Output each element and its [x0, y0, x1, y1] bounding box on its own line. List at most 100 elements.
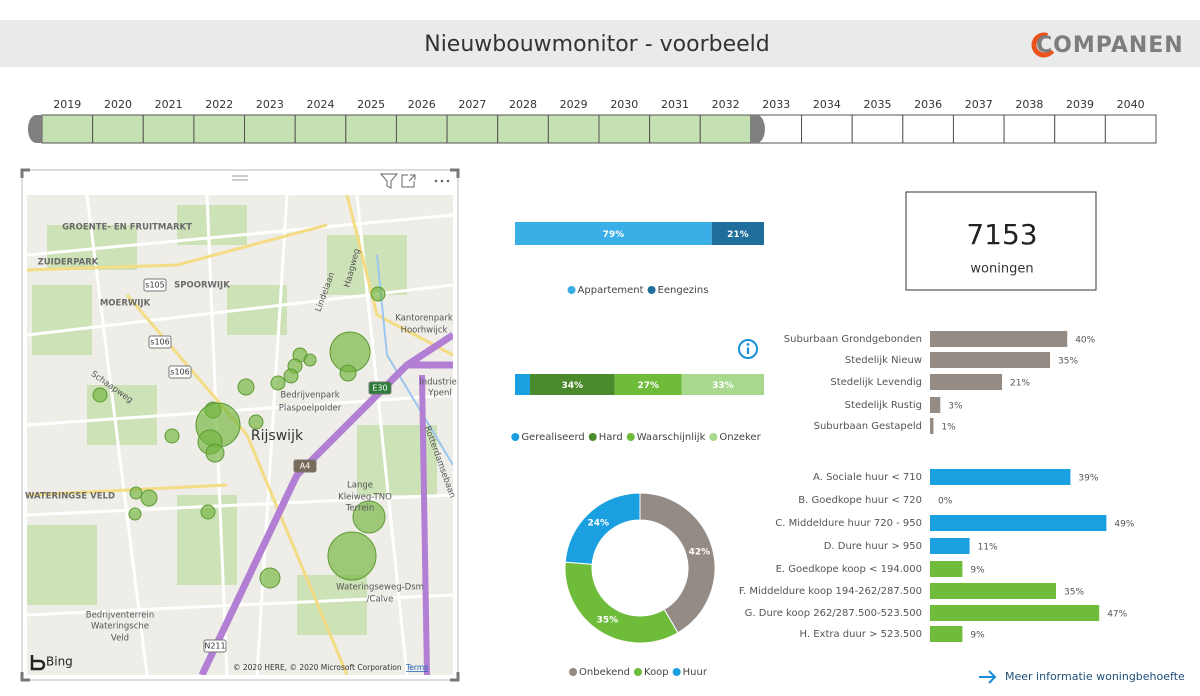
- data-label: 40%: [1075, 336, 1095, 346]
- timeline-year: 2024: [307, 98, 335, 111]
- map-label: MOERWIJK: [100, 299, 151, 309]
- data-label: 33%: [712, 381, 734, 391]
- map-bubble: [327, 531, 377, 581]
- bar-segment: [681, 374, 764, 395]
- info-link[interactable]: Meer informatie woningbehoefte: [1005, 670, 1185, 683]
- logo: COMPANEN: [1031, 32, 1183, 58]
- donut-slice: [639, 492, 716, 634]
- data-label: 9%: [970, 566, 985, 576]
- legend-marker: [709, 433, 718, 441]
- timeline-cell[interactable]: [497, 114, 549, 144]
- bar-segment: [515, 374, 530, 395]
- map-label: Terrein: [345, 504, 375, 514]
- timeline-cell[interactable]: [1104, 114, 1157, 144]
- map-terms[interactable]: Terms: [405, 663, 428, 672]
- timeline-handle[interactable]: [28, 115, 42, 143]
- category-label: D. Dure huur > 950: [824, 541, 922, 552]
- timeline-cell[interactable]: [902, 114, 954, 144]
- timeline-cell[interactable]: [801, 114, 853, 144]
- road-shield: [293, 459, 317, 473]
- bar: [930, 397, 941, 413]
- map-bubble: [303, 353, 317, 367]
- timeline-year: 2026: [408, 98, 436, 111]
- legend-marker: [567, 286, 576, 294]
- bar-segment: [529, 374, 615, 395]
- category-label: H. Extra duur > 523.500: [800, 629, 923, 640]
- data-label: 21%: [1010, 379, 1030, 389]
- kpi-label: woningen: [970, 262, 1033, 277]
- timeline-year: 2023: [256, 98, 284, 111]
- timeline-cell[interactable]: [952, 114, 1005, 144]
- map-label: /Calve: [367, 595, 394, 605]
- page-title: Nieuwbouwmonitor - voorbeeld: [424, 32, 770, 57]
- map-bubble: [205, 443, 225, 463]
- data-label: 9%: [970, 631, 985, 641]
- timeline-cell[interactable]: [1003, 114, 1056, 144]
- bar-segment: [711, 222, 764, 245]
- filter-icon[interactable]: [379, 173, 399, 189]
- category-label: Stedelijk Levendig: [830, 377, 922, 388]
- focus-icon[interactable]: [401, 174, 416, 188]
- map-label: Hoorhwijck: [401, 326, 448, 336]
- timeline-cell[interactable]: [395, 114, 448, 144]
- legend-label: Onzeker: [719, 432, 761, 443]
- timeline-cell[interactable]: [649, 114, 701, 144]
- map-bubble: [270, 375, 286, 391]
- road-shield: [368, 381, 392, 395]
- timeline-cell[interactable]: [92, 114, 144, 144]
- bar: [930, 626, 963, 642]
- map-attribution: © 2020 HERE, © 2020 Microsoft Corporatio…: [233, 663, 402, 672]
- timeline-handle[interactable]: [750, 115, 765, 143]
- data-label: 49%: [1114, 520, 1134, 530]
- timeline-year: 2036: [914, 98, 942, 111]
- timeline-cell[interactable]: [446, 114, 499, 144]
- timeline-year: 2037: [965, 98, 993, 111]
- map-bubble: [352, 500, 386, 534]
- info-icon[interactable]: [738, 339, 758, 359]
- data-label: 47%: [1107, 610, 1127, 620]
- more-icon[interactable]: [434, 179, 450, 183]
- timeline-year: 2028: [509, 98, 537, 111]
- legend: Onbekend Koop Huur: [569, 667, 708, 678]
- map-bubble: [164, 428, 180, 444]
- map-label: Rijswijk: [251, 428, 304, 444]
- timeline-cell[interactable]: [193, 114, 246, 144]
- legend-label: Eengezins: [658, 285, 709, 296]
- timeline-cell[interactable]: [1054, 114, 1106, 144]
- timeline-cell[interactable]: [142, 114, 195, 144]
- timeline-cell[interactable]: [244, 114, 296, 144]
- header-bar: [0, 20, 1200, 67]
- data-label: 21%: [727, 230, 749, 240]
- data-label: 3%: [948, 402, 963, 412]
- legend-marker: [647, 286, 656, 294]
- bing-logo: [30, 655, 46, 671]
- road-shield-label: N211: [204, 642, 225, 651]
- bar: [930, 418, 934, 434]
- timeline-cell[interactable]: [294, 114, 347, 144]
- timeline-year: 2021: [155, 98, 183, 111]
- road-shield: [168, 365, 192, 379]
- timeline-year: 2040: [1117, 98, 1145, 111]
- timeline-year: 2032: [712, 98, 740, 111]
- map-label: Kleiweg-TNO: [338, 493, 392, 503]
- road: [27, 195, 453, 675]
- legend-label: Koop: [644, 667, 669, 678]
- timeline-year: 2027: [458, 98, 486, 111]
- timeline-cell[interactable]: [41, 114, 94, 144]
- map-label: ZUIDERPARK: [38, 258, 99, 268]
- timeline-cell[interactable]: [851, 114, 904, 144]
- timeline-cell[interactable]: [345, 114, 397, 144]
- category-label: Stedelijk Nieuw: [845, 355, 922, 366]
- timeline-cell[interactable]: [699, 114, 752, 144]
- data-label: 35%: [597, 616, 619, 626]
- legend-label: Onbekend: [579, 667, 630, 678]
- legend-label: Gerealiseerd: [521, 432, 584, 443]
- timeline-cell[interactable]: [598, 114, 651, 144]
- map-label: GROENTE- EN FRUITMARKT: [62, 223, 192, 233]
- timeline-year: 2038: [1015, 98, 1043, 111]
- link-arrow[interactable]: [979, 670, 997, 684]
- timeline-cell[interactable]: [547, 114, 600, 144]
- map-bubble: [248, 414, 264, 430]
